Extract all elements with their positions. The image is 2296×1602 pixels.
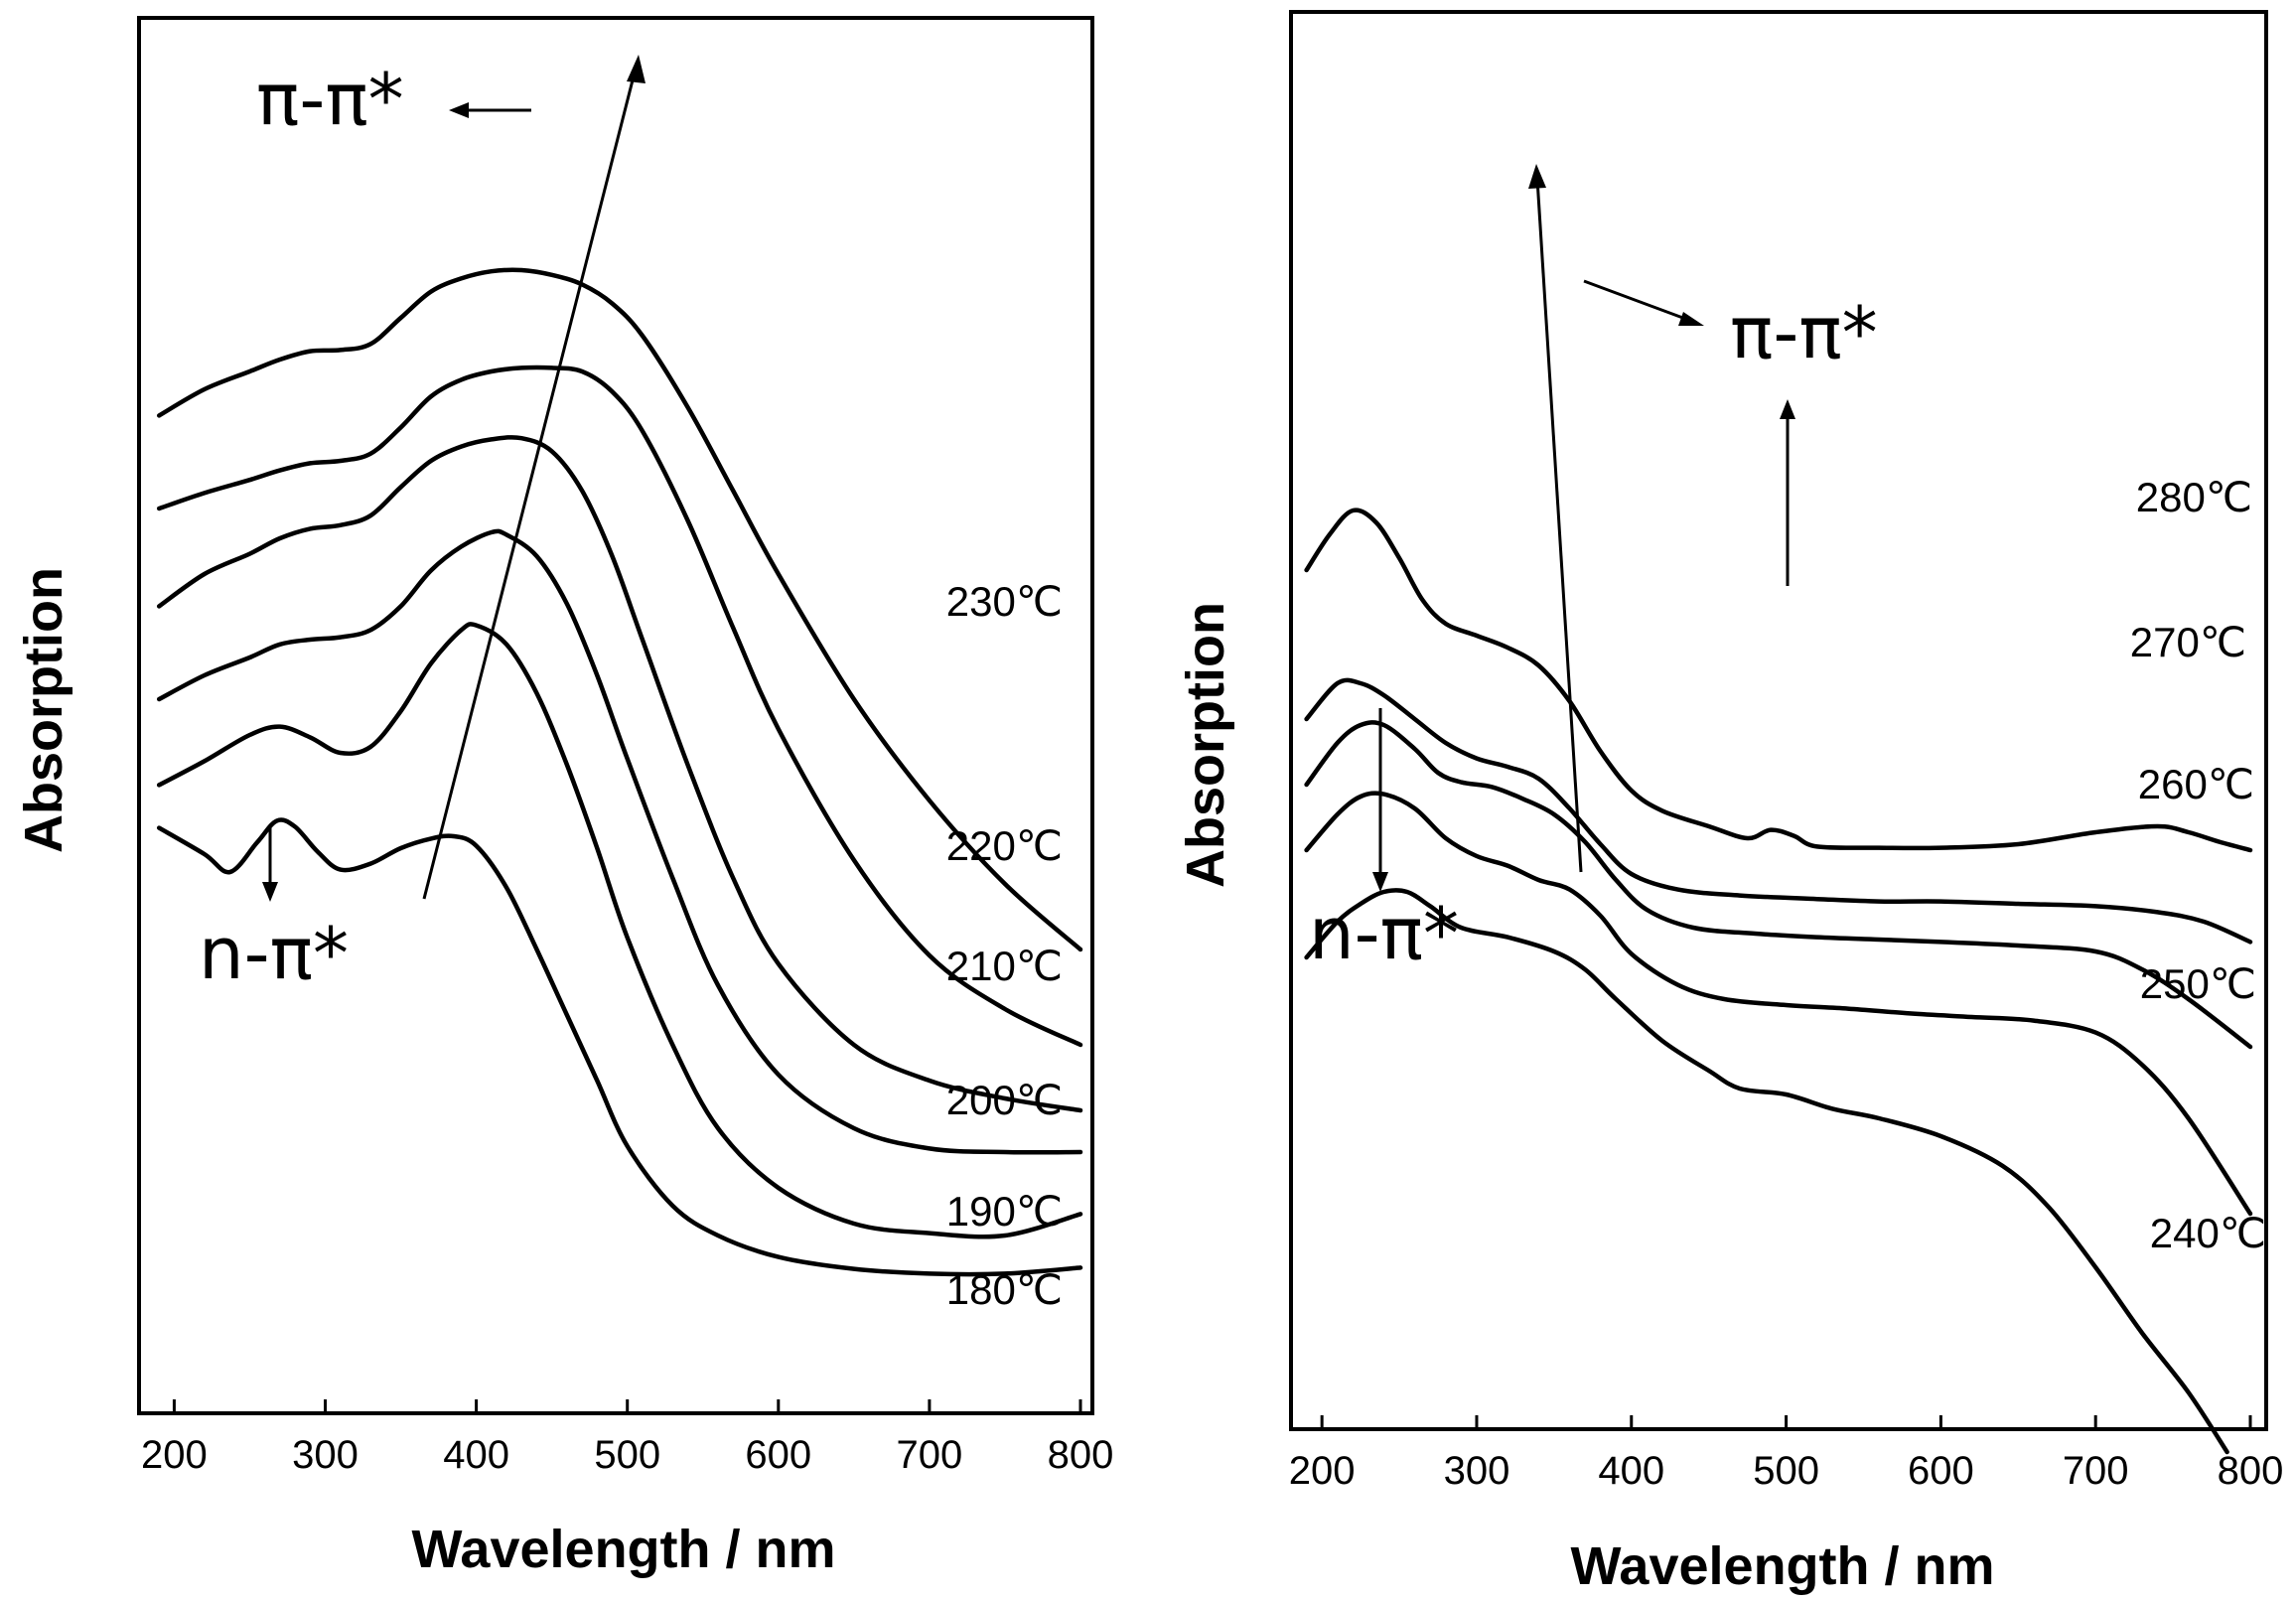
right-trend-arrow: [1535, 178, 1583, 873]
left-trend-arrow: [422, 64, 639, 900]
right-panel: 200 300 400 500 600 700 800 Wavelength / nm Ab…: [1176, 10, 2284, 1596]
left-n-pi-arrowhead: [262, 882, 278, 902]
left-x-tick-label: 300: [292, 1433, 359, 1477]
left-panel: 200 300 400 500 600 700 800 Wavelength / nm Ab…: [14, 16, 1113, 1579]
left-x-tick-label: 800: [1048, 1433, 1114, 1477]
left-trend-arrowhead: [627, 55, 646, 83]
right-x-tick-label: 200: [1289, 1449, 1356, 1493]
right-pi-pi-side-arrow: [1583, 279, 1689, 322]
left-series-label: 220℃: [946, 822, 1063, 869]
left-n-pi-annotation: n-π*: [199, 912, 349, 995]
left-x-axis-ticks: 200 300 400 500 600 700 800: [141, 1399, 1113, 1477]
right-n-pi-annotation: n-π*: [1309, 892, 1459, 975]
right-pi-pi-up-arrowhead: [1780, 399, 1795, 419]
right-x-axis-label: Wavelength / nm: [1570, 1536, 1994, 1596]
right-series-label: 260℃: [2138, 761, 2254, 807]
left-series-230℃: [156, 267, 1083, 952]
right-plot-frame: [1289, 10, 2268, 1431]
right-x-tick-label: 600: [1908, 1449, 1974, 1493]
right-x-tick-label: 300: [1444, 1449, 1510, 1493]
right-series-label: 240℃: [2150, 1210, 2266, 1256]
right-series-270℃: [1304, 677, 2253, 945]
left-pi-pi-annotation: π-π*: [256, 58, 404, 141]
left-x-tick-label: 700: [897, 1433, 963, 1477]
right-series-260℃: [1304, 720, 2253, 1050]
left-pi-pi-arrowhead: [449, 102, 469, 118]
left-series-220℃: [156, 364, 1083, 1048]
right-pi-pi-annotation: π-π*: [1730, 291, 1878, 374]
right-x-tick-label: 800: [2218, 1449, 2284, 1493]
left-series-labels: 180℃ 190℃ 200℃ 210℃ 220℃ 230℃: [946, 578, 1063, 1313]
right-y-axis-label: Absorption: [1176, 602, 1235, 888]
right-x-axis-ticks: 200 300 400 500 600 700 800: [1289, 1415, 2284, 1493]
left-series-200℃: [156, 528, 1083, 1155]
left-x-tick-label: 200: [141, 1433, 208, 1477]
right-x-tick-label: 700: [2063, 1449, 2129, 1493]
right-series-labels: 240℃ 250℃ 260℃ 270℃ 280℃: [2130, 474, 2266, 1256]
right-pi-pi-side-arrowhead: [1678, 312, 1704, 326]
left-y-axis-label: Absorption: [14, 567, 73, 853]
left-series-190℃: [156, 622, 1083, 1239]
left-plot-frame: [137, 16, 1094, 1415]
right-x-tick-label: 400: [1598, 1449, 1664, 1493]
right-x-tick-label: 500: [1753, 1449, 1819, 1493]
right-series-250℃: [1304, 791, 2253, 1217]
left-series-180℃: [156, 817, 1083, 1277]
left-series-label: 180℃: [946, 1266, 1063, 1313]
left-series-label: 190℃: [946, 1188, 1063, 1235]
left-x-tick-label: 400: [443, 1433, 509, 1477]
right-series-label: 270℃: [2130, 619, 2246, 665]
right-n-pi-arrowhead: [1372, 872, 1388, 892]
right-series-label: 280℃: [2136, 474, 2252, 520]
right-trend-arrowhead: [1528, 164, 1546, 189]
left-series-group: [156, 267, 1083, 1277]
left-x-tick-label: 500: [594, 1433, 660, 1477]
left-series-label: 200℃: [946, 1077, 1063, 1123]
left-series-label: 210℃: [946, 943, 1063, 989]
right-series-280℃: [1304, 508, 2253, 853]
right-series-label: 250℃: [2140, 960, 2256, 1007]
right-series-240℃: [1304, 888, 2229, 1455]
left-series-label: 230℃: [946, 578, 1063, 625]
right-series-group: [1304, 508, 2253, 1455]
left-x-axis-label: Wavelength / nm: [411, 1520, 835, 1579]
left-series-210℃: [156, 435, 1083, 1113]
left-x-tick-label: 600: [745, 1433, 811, 1477]
